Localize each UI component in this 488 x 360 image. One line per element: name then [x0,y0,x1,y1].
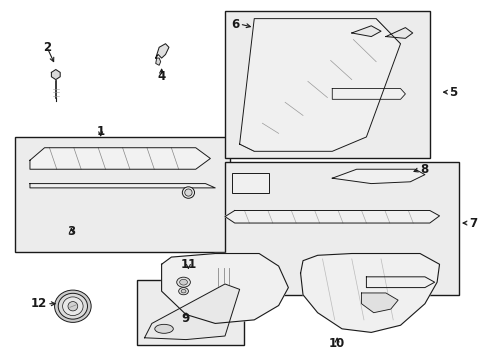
Polygon shape [300,253,439,332]
Text: 2: 2 [43,41,51,54]
Circle shape [178,288,188,295]
Polygon shape [51,69,60,80]
Text: 8: 8 [419,163,427,176]
Bar [224,12,429,158]
Text: 7: 7 [468,216,476,230]
Polygon shape [224,211,439,223]
Ellipse shape [68,302,78,311]
Ellipse shape [184,189,192,196]
Polygon shape [366,277,434,288]
Bar [15,137,229,252]
Ellipse shape [155,324,173,333]
Polygon shape [156,44,168,58]
Ellipse shape [58,293,87,319]
Polygon shape [331,169,424,184]
Polygon shape [144,284,239,339]
Text: 5: 5 [448,86,457,99]
Text: 6: 6 [231,18,239,31]
Polygon shape [161,253,288,323]
Circle shape [176,277,190,287]
Ellipse shape [182,187,194,198]
Ellipse shape [62,297,83,316]
Bar [137,280,244,345]
Polygon shape [331,89,405,99]
Polygon shape [30,184,215,188]
Text: 12: 12 [31,297,47,310]
Bar [224,162,458,295]
Text: 1: 1 [97,125,104,138]
Polygon shape [239,19,400,151]
Text: 4: 4 [157,69,165,82]
Polygon shape [361,293,397,313]
Text: 11: 11 [180,258,196,271]
Ellipse shape [55,290,91,322]
Text: 3: 3 [67,225,75,238]
Circle shape [181,289,185,293]
Polygon shape [156,58,160,65]
Bar [232,173,268,193]
Text: 10: 10 [328,337,345,350]
Circle shape [179,279,187,285]
Polygon shape [385,28,412,39]
Polygon shape [30,148,210,169]
Polygon shape [351,26,380,37]
Text: 9: 9 [182,311,190,325]
